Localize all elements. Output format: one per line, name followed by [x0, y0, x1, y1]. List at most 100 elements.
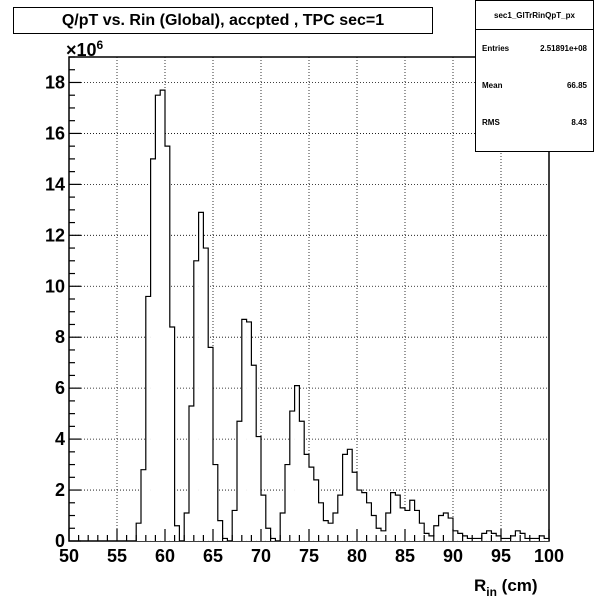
stats-row-mean: Mean 66.85: [476, 67, 593, 104]
stats-value-rms: 8.43: [571, 118, 587, 127]
histogram-bin: [318, 502, 324, 541]
histogram-bin: [462, 535, 468, 541]
histogram-bin: [136, 523, 141, 541]
x-tick-label: 65: [203, 546, 223, 566]
histogram-bin: [357, 490, 362, 541]
histogram-bin: [429, 535, 434, 541]
x-tick-label: 100: [534, 546, 564, 566]
histogram-bin: [448, 518, 453, 541]
histogram-bin: [256, 436, 261, 541]
histogram-bin: [443, 512, 449, 541]
histogram-bin: [217, 520, 223, 541]
histogram-bin: [467, 538, 473, 541]
histogram-bin: [361, 492, 367, 541]
stats-row-entries: Entries 2.51891e+08: [476, 30, 593, 67]
histogram-bin: [544, 538, 549, 541]
histogram-bin: [409, 500, 415, 541]
histogram-bin: [501, 538, 506, 541]
histogram-bin: [505, 538, 511, 541]
histogram-bin: [347, 449, 353, 541]
histogram-bin: [496, 535, 501, 541]
histogram-bin: [400, 507, 405, 541]
x-tick-label: 95: [491, 546, 511, 566]
chart-title: Q/pT vs. Rin (Global), accpted , TPC sec…: [13, 7, 433, 34]
grid-lines: [69, 57, 549, 541]
histogram-bin: [424, 533, 429, 541]
x-axis-label: Rin (cm): [474, 576, 538, 598]
histogram-bin: [510, 535, 516, 541]
histogram-bin: [285, 464, 290, 541]
x-tick-label: 55: [107, 546, 127, 566]
histogram-bin: [289, 411, 295, 541]
y-tick-label: 0: [55, 531, 65, 551]
stats-value-mean: 66.85: [566, 81, 587, 90]
x-tick-label: 90: [443, 546, 463, 566]
stats-box: sec1_GlTrRinQpT_px Entries 2.51891e+08 M…: [475, 0, 594, 152]
y-tick-label: 6: [55, 378, 65, 398]
histogram-bin: [520, 533, 525, 541]
axis-tick-labels: 50 55 60 65 70 75 80 85 90 95 100 0 2 4 6 8 10 12 14 16 18: [45, 72, 564, 566]
histogram-bin: [222, 538, 228, 541]
y-tick-label: 4: [55, 429, 65, 449]
histogram-bin: [529, 538, 535, 541]
x-tick-label: 75: [299, 546, 319, 566]
y-tick-label: 2: [55, 480, 65, 500]
histogram-bin: [232, 510, 237, 541]
histogram-bin: [299, 421, 305, 541]
x-tick-label: 80: [347, 546, 367, 566]
histogram-bin: [438, 515, 444, 541]
histogram-bin: [486, 530, 492, 541]
histogram-bin: [203, 248, 209, 542]
x-tick-label: 85: [395, 546, 415, 566]
histogram-bin: [265, 528, 271, 541]
histogram-bin: [160, 90, 165, 542]
histogram-bin: [198, 212, 204, 542]
stats-row-rms: RMS 8.43: [476, 104, 593, 141]
histogram-bin: [208, 347, 213, 541]
histogram-bin: [141, 469, 146, 541]
histogram-bin: [342, 454, 348, 541]
histogram-bin: [309, 467, 314, 541]
histogram-bin: [405, 510, 410, 541]
histogram-bin: [419, 523, 425, 541]
histogram-bin: [241, 319, 247, 541]
histogram-bin: [385, 512, 391, 541]
histogram-bin: [169, 327, 175, 541]
histogram-bin: [477, 538, 482, 541]
histogram-bin: [376, 528, 381, 541]
histogram-bin: [534, 538, 540, 541]
histogram-bin: [371, 515, 377, 541]
histogram-bin: [328, 523, 333, 541]
y-axis-multiplier: ×106: [66, 38, 104, 60]
histogram-bin: [150, 158, 156, 542]
histogram-bin: [246, 321, 252, 541]
histogram-bin: [184, 512, 189, 541]
y-tick-label: 8: [55, 327, 65, 347]
histogram-bin: [366, 502, 372, 541]
histogram-bin: [280, 512, 285, 541]
histogram-bin: [414, 510, 420, 541]
histogram-bin: [165, 146, 170, 541]
x-tick-label: 70: [251, 546, 271, 566]
histogram-bin: [189, 405, 194, 541]
histogram-bin: [352, 472, 357, 541]
histogram-bin: [337, 495, 343, 541]
y-tick-label: 18: [45, 72, 65, 92]
histogram-outline: [135, 89, 550, 541]
histogram-bin: [270, 538, 276, 541]
histogram-bin: [313, 479, 319, 541]
y-tick-label: 16: [45, 123, 65, 143]
axis-ticks: [68, 56, 550, 542]
histogram-bin: [381, 530, 386, 541]
histogram-bin: [453, 530, 458, 541]
stats-label-mean: Mean: [482, 81, 503, 90]
histogram-bin: [539, 535, 545, 541]
histogram-bin: [193, 260, 199, 541]
histogram-bin: [515, 530, 521, 541]
x-tick-label: 50: [59, 546, 79, 566]
histogram-bin: [390, 492, 396, 541]
y-tick-label: 10: [45, 276, 65, 296]
histogram-bin: [213, 464, 218, 541]
histogram-bin: [333, 512, 338, 541]
histogram-bin: [481, 533, 487, 541]
